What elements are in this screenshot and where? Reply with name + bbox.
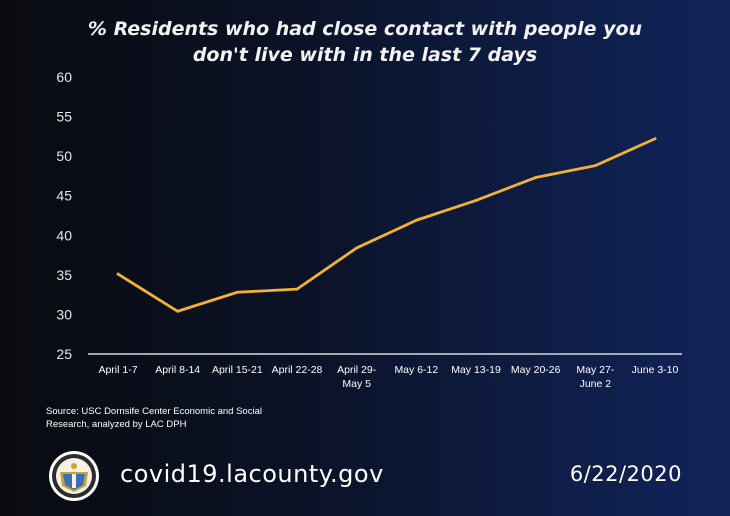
x-tick-label: May 27-June 2 — [576, 364, 614, 390]
x-tick-label: April 15-21 — [212, 364, 263, 376]
source-note: Source: USC Dornsife Center Economic and… — [46, 406, 262, 430]
y-tick-label: 55 — [56, 109, 72, 125]
data-point — [593, 164, 597, 168]
x-tick-label: April 1-7 — [98, 364, 137, 376]
data-point — [414, 218, 418, 222]
report-date: 6/22/2020 — [569, 462, 682, 486]
county-seal-icon — [49, 451, 99, 501]
x-tick-label: April 22-28 — [272, 364, 323, 376]
data-point — [474, 199, 478, 202]
chart-title: % Residents who had close contact with p… — [0, 16, 730, 68]
data-point — [653, 137, 657, 141]
data-point — [534, 176, 538, 179]
y-axis: 25 30 35 40 45 50 55 60 — [56, 69, 72, 362]
series-layer — [116, 137, 657, 313]
data-point — [116, 272, 120, 276]
x-tick-label: May 6-12 — [394, 364, 438, 376]
x-tick-label: April 8-14 — [155, 364, 200, 376]
y-tick-label: 45 — [56, 188, 72, 204]
y-tick-label: 60 — [56, 69, 72, 85]
y-tick-label: 40 — [56, 227, 72, 243]
chart-title-line-1: % Residents who had close contact with p… — [87, 18, 643, 40]
y-tick-label: 50 — [56, 148, 72, 164]
y-tick-label: 30 — [56, 306, 72, 322]
website-link[interactable]: covid19.lacounty.gov — [120, 460, 384, 488]
y-tick-label: 35 — [56, 267, 72, 283]
x-tick-label: May 20-26 — [511, 364, 561, 376]
data-point — [235, 290, 239, 294]
y-tick-label: 25 — [56, 346, 72, 362]
data-point — [176, 309, 180, 313]
chart-title-line-2: don't live with in the last 7 days — [192, 44, 538, 66]
x-tick-label: June 3-10 — [632, 364, 679, 376]
x-axis: April 1-7 April 8-14 April 15-21 April 22-2… — [98, 364, 678, 390]
series-line — [116, 137, 657, 313]
data-point — [295, 287, 299, 291]
x-tick-label: April 29-May 5 — [337, 364, 377, 390]
data-point — [355, 246, 359, 250]
x-tick-label: May 13-19 — [451, 364, 501, 376]
